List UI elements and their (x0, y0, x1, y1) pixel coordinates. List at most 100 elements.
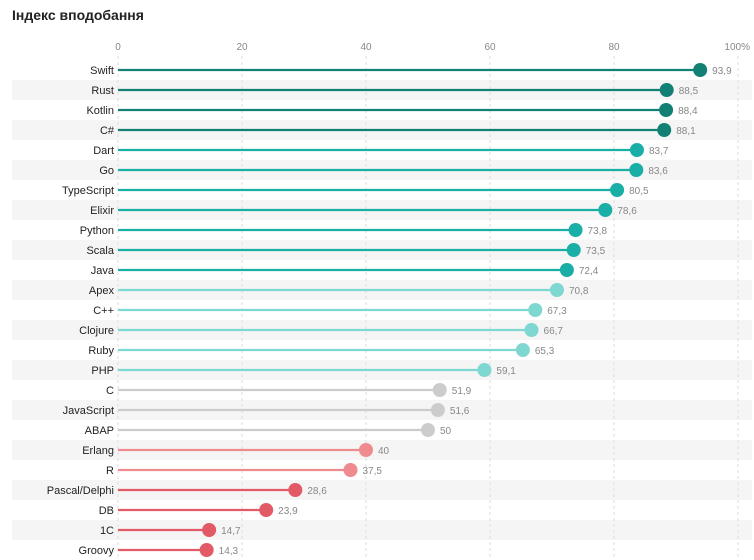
category-label: Erlang (82, 445, 114, 457)
lollipop-dot (430, 403, 445, 417)
category-label: JavaScript (63, 405, 114, 417)
category-label: PHP (91, 365, 114, 377)
row-band (12, 480, 752, 500)
lollipop-dot (659, 83, 674, 97)
chart-row: Ruby 65,3 (88, 343, 555, 357)
category-label: Swift (90, 65, 114, 77)
chart-row: ABAP 50 (85, 423, 452, 437)
x-tick-label: 40 (360, 42, 372, 53)
value-label: 78,6 (617, 206, 637, 217)
value-label: 28,6 (307, 486, 327, 497)
value-label: 88,4 (678, 106, 698, 117)
lollipop-dot (477, 363, 492, 377)
lollipop-dot (629, 143, 644, 157)
value-label: 80,5 (629, 186, 649, 197)
chart-row: Erlang 40 (82, 443, 390, 457)
chart-row: JavaScript 51,6 (63, 403, 470, 417)
category-label: Apex (89, 285, 115, 297)
category-label: Clojure (79, 325, 114, 337)
lollipop-dot (515, 343, 530, 357)
category-label: DB (99, 505, 114, 517)
lollipop-dot (288, 483, 303, 497)
value-label: 67,3 (547, 306, 567, 317)
value-label: 14,7 (221, 526, 241, 537)
value-label: 65,3 (535, 346, 555, 357)
category-label: Rust (91, 85, 114, 97)
lollipop-dot (657, 123, 672, 137)
x-tick-label: 20 (236, 42, 248, 53)
row-band (12, 440, 752, 460)
category-label: TypeScript (62, 185, 114, 197)
lollipop-dot (559, 263, 574, 277)
lollipop-dot (343, 463, 358, 477)
chart-row: Python 73,8 (80, 223, 608, 237)
category-label: Kotlin (86, 105, 114, 117)
lollipop-dot (528, 303, 543, 317)
chart-row: Elixir 78,6 (90, 203, 637, 217)
chart-row: Dart 83,7 (93, 143, 669, 157)
x-axis-ticks: 0 20 40 60 80 100% (115, 42, 750, 53)
value-label: 37,5 (363, 466, 383, 477)
lollipop-dot (202, 523, 217, 537)
x-tick-label: 100% (724, 42, 750, 53)
lollipop-dot (549, 283, 564, 297)
category-label: Pascal/Delphi (47, 485, 114, 497)
category-label: Ruby (88, 345, 114, 357)
lollipop-dot (421, 423, 435, 437)
value-label: 83,7 (649, 146, 669, 157)
value-label: 14,3 (219, 546, 239, 557)
value-label: 72,4 (579, 266, 599, 277)
chart-row: Pascal/Delphi 28,6 (47, 483, 327, 497)
lollipop-dot (693, 63, 708, 77)
chart-row: Kotlin 88,4 (86, 103, 698, 117)
lollipop-dot (629, 163, 644, 177)
chart-row: TypeScript 80,5 (62, 183, 649, 197)
value-label: 70,8 (569, 286, 589, 297)
category-label: Python (80, 225, 114, 237)
value-label: 51,6 (450, 406, 470, 417)
category-label: C++ (93, 305, 114, 317)
x-tick-label: 80 (608, 42, 620, 53)
chart-row: C++ 67,3 (93, 303, 567, 317)
category-label: Elixir (90, 205, 114, 217)
chart-row: C# 88,1 (100, 123, 696, 137)
lollipop-dot (199, 543, 214, 557)
data-marks: Swift 93,9 Rust 88,5 Kotlin 88,4 C# 88,1 Dart 83,… (47, 63, 732, 557)
category-label: Dart (93, 145, 114, 157)
lollipop-dot (598, 203, 613, 217)
chart-row: PHP 59,1 (91, 363, 516, 377)
lollipop-dot (259, 503, 274, 517)
value-label: 93,9 (712, 66, 732, 77)
lollipop-dot (524, 323, 539, 337)
category-label: Groovy (79, 545, 115, 557)
value-label: 73,8 (588, 226, 608, 237)
category-label: 1C (100, 525, 114, 537)
chart-row: Scala 73,5 (86, 243, 606, 257)
value-label: 40 (378, 446, 390, 457)
lollipop-dot (659, 103, 674, 117)
value-label: 51,9 (452, 386, 472, 397)
chart-row: Apex 70,8 (89, 283, 589, 297)
chart-title: Індекс вподобання (12, 7, 144, 23)
x-tick-label: 0 (115, 42, 121, 53)
chart-row: Clojure 66,7 (79, 323, 563, 337)
chart-row: 1C 14,7 (100, 523, 241, 537)
category-label: R (106, 465, 114, 477)
lollipop-dot (566, 243, 581, 257)
chart-row: DB 23,9 (99, 503, 298, 517)
value-label: 23,9 (278, 506, 298, 517)
category-label: Java (91, 265, 115, 277)
chart-row: Swift 93,9 (90, 63, 732, 77)
row-band (12, 520, 752, 540)
chart-row: Rust 88,5 (91, 83, 699, 97)
category-label: Scala (86, 245, 114, 257)
chart-row: C 51,9 (106, 383, 472, 397)
category-label: C# (100, 125, 115, 137)
x-tick-label: 60 (484, 42, 496, 53)
chart-row: Groovy 14,3 (79, 543, 239, 557)
category-label: Go (99, 165, 114, 177)
lollipop-dot (568, 223, 583, 237)
lollipop-dot (432, 383, 447, 397)
value-label: 88,5 (679, 86, 699, 97)
